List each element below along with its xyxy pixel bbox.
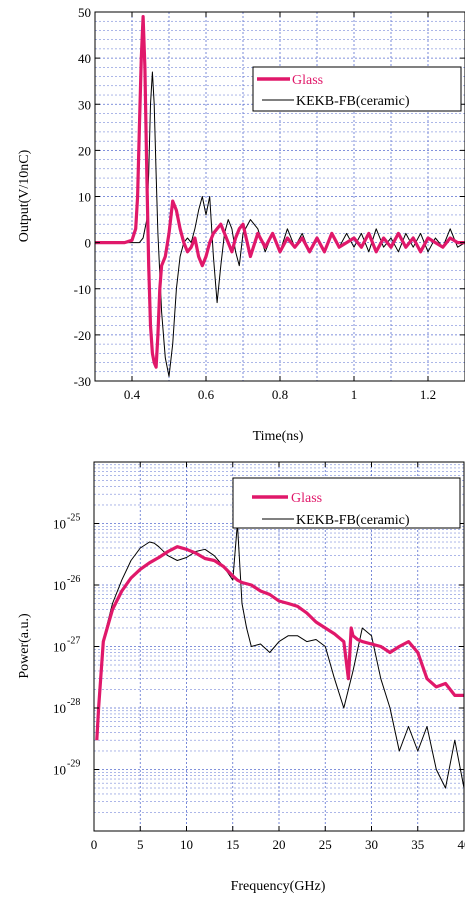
x-tick-label: 5 [137,837,144,852]
series-line-glass [95,15,465,369]
y-tick-label: 0 [85,236,92,251]
y-tick-label: 10 [78,190,91,205]
y-tick-label: 50 [78,5,91,20]
legend-label-glass-top: Glass [292,73,323,88]
x-tick-label: 10 [180,837,193,852]
y-tick-exponent: -29 [67,759,80,770]
legend-bottom: Glass KEKB-FB(ceramic) [232,477,461,529]
y-tick-exponent: -27 [67,636,80,647]
x-axis-label-top: Time(ns) [253,429,304,444]
x-tick-label: 25 [319,837,332,852]
y-tick-label: -10 [74,282,91,297]
y-tick-label: 40 [78,51,91,66]
y-tick-label: 10 [53,517,66,532]
legend-box-top [252,66,462,112]
x-tick-label: 1.2 [420,387,436,402]
series-bottom [95,523,464,789]
x-tick-label: 15 [226,837,239,852]
y-axis-label-top: Output(V/10nC) [17,149,32,242]
y-tick-label: -20 [74,328,91,343]
y-tick-label: -30 [74,374,91,389]
y-tick-label: 30 [78,97,91,112]
y-tick-label: 10 [53,701,66,716]
y-tick-exponent: -26 [67,574,80,585]
x-axis-label-bottom: Frequency(GHz) [231,879,326,894]
x-tick-label: 0.8 [272,387,288,402]
series-line-glass [95,545,464,741]
legend-label-kekb-bottom: KEKB-FB(ceramic) [296,513,410,528]
y-axis-label-bottom: Power(a.u.) [17,613,32,679]
time-domain-chart: 0.4 0.6 0.8 1 1.2 -30 -20 -10 0 10 20 30 40 50 Glass … [17,5,465,444]
x-tick-label: 30 [365,837,378,852]
series-line-kekb-fb-ceramic [96,523,464,789]
legend-top: Glass KEKB-FB(ceramic) [252,66,462,112]
legend-box-bottom [232,477,461,529]
y-tick-exponent: -28 [67,697,80,708]
x-tick-label: 1 [351,387,358,402]
y-tick-label: 10 [53,763,66,778]
legend-label-kekb-top: KEKB-FB(ceramic) [296,94,410,109]
grid-bottom [94,462,464,831]
x-tick-label: 0.4 [124,387,141,402]
legend-label-glass-bottom: Glass [291,491,322,506]
x-tick-label: 35 [411,837,424,852]
x-tick-label: 0 [91,837,98,852]
x-tick-label: 20 [273,837,286,852]
y-tick-label: 20 [78,143,91,158]
y-tick-label: 10 [53,578,66,593]
y-tick-exponent: -25 [67,513,80,524]
frequency-domain-chart: 051015202530354010-2910-2810-2710-2610-2… [17,461,465,894]
ticks-top: 0.4 0.6 0.8 1 1.2 -30 -20 -10 0 10 20 30 40 50 [74,5,465,402]
ticks-bottom: 051015202530354010-2910-2810-2710-2610-2… [53,462,465,852]
x-tick-label: 0.6 [198,387,215,402]
series-top [95,15,465,377]
y-tick-label: 10 [53,640,66,655]
x-tick-label: 40 [458,837,465,852]
